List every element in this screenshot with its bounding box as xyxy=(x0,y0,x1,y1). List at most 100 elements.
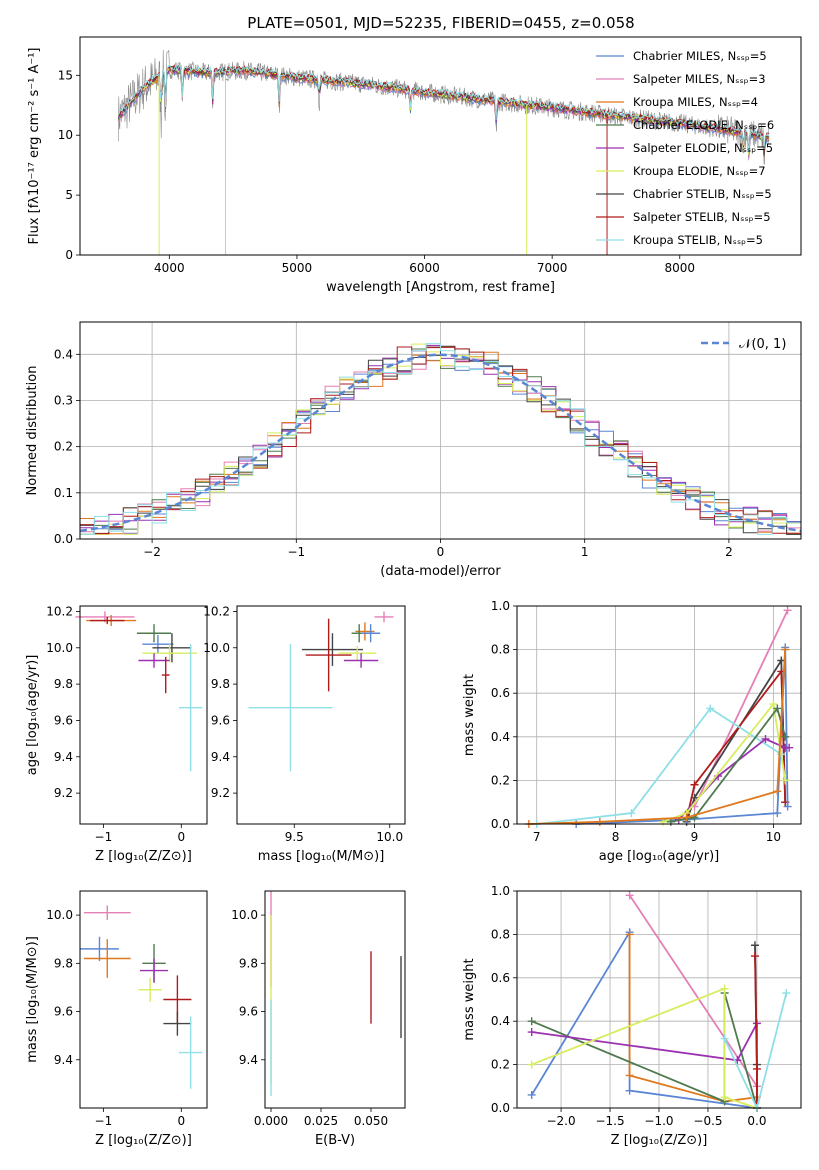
marker-plus xyxy=(706,704,715,713)
marker-plus xyxy=(761,734,770,743)
legend-label: Chabrier MILES, Nₛₛₚ=5 xyxy=(633,49,767,63)
errorbar-point xyxy=(142,635,174,654)
x-tick-label: 7 xyxy=(533,830,541,844)
marker-plus xyxy=(720,1093,729,1102)
y-tick-label: 9.2 xyxy=(211,786,230,800)
y-tick-label: 9.6 xyxy=(211,713,230,727)
y-tick-label: 9.4 xyxy=(54,750,73,764)
panel-mass-vs-EBV: 0.000 0.025 0.050 9.4 9.6 9.8 10.0 E(B-V) xyxy=(231,890,406,1148)
errorbar-point xyxy=(338,645,377,661)
errorbar-point xyxy=(138,977,162,1002)
panel-age-vs-mass: 9.5 10.0 9.2 9.4 9.6 9.8 10.0 10.2 mass [log₁₀(M… xyxy=(203,604,406,864)
x-tick-label: −1 xyxy=(287,545,305,559)
panel-mass-vs-Z: −1 0 9.4 9.6 9.8 10.0 Z [log₁₀(Z/Z⊙)] mass [log… xyxy=(25,890,208,1148)
errorbar-point xyxy=(138,653,170,668)
y-tick-label: 9.8 xyxy=(54,956,73,970)
x-tick-label: 2 xyxy=(725,545,733,559)
x-tick-label: 10.0 xyxy=(376,830,403,844)
y-axis-label: age [log₁₀(age/yr)] xyxy=(25,655,40,776)
marker-plus xyxy=(527,1017,536,1026)
mass-weight-line xyxy=(628,934,758,1103)
legend-label: Salpeter MILES, Nₛₛₚ=3 xyxy=(633,72,766,86)
histogram-line xyxy=(80,343,801,535)
marker-plus xyxy=(773,809,782,818)
errorbar-point xyxy=(248,644,333,772)
y-tick-label: 9.6 xyxy=(54,1005,73,1019)
errorbar-point xyxy=(142,644,197,663)
y-tick-label: 9.4 xyxy=(211,750,230,764)
y-tick-label: 0.6 xyxy=(491,971,510,985)
y-axis-label: mass weight xyxy=(462,958,477,1040)
spectrum-plot xyxy=(117,49,770,255)
errorbar-point xyxy=(90,616,125,625)
y-tick-label: 0.2 xyxy=(491,773,510,787)
errorbar-point xyxy=(163,1011,192,1036)
marker-plus xyxy=(625,1086,634,1095)
y-tick-label: 0.2 xyxy=(491,1058,510,1072)
figure-title: PLATE=0501, MJD=52235, FIBERID=0455, z=0… xyxy=(247,14,634,32)
y-tick-label: 10.0 xyxy=(231,908,258,922)
axes-frame xyxy=(516,605,802,825)
x-axis-label: (data-model)/error xyxy=(380,564,501,579)
y-tick-label: 9.4 xyxy=(239,1053,258,1067)
y-tick-label: 0.8 xyxy=(491,927,510,941)
x-tick-label: 0 xyxy=(177,830,185,844)
axes-frame xyxy=(79,36,802,256)
y-tick-label: 10.0 xyxy=(46,908,73,922)
x-axis-label: E(B-V) xyxy=(315,1133,355,1148)
normal-reference-line xyxy=(79,353,802,533)
x-tick-label: −1.0 xyxy=(644,1114,673,1128)
y-axis-label: mass [log₁₀(M/M⊙)] xyxy=(25,936,40,1063)
x-tick-label: 8 xyxy=(612,830,620,844)
x-tick-label: −1 xyxy=(95,830,113,844)
y-tick-label: 9.8 xyxy=(54,677,73,691)
mass-weight-line xyxy=(628,894,758,1087)
legend-label: Salpeter STELIB, Nₛₛₚ=5 xyxy=(633,210,771,224)
legend-label: Chabrier ELODIE, Nₛₛₚ=6 xyxy=(633,118,774,132)
x-tick-label: 0 xyxy=(177,1114,185,1128)
marker-plus xyxy=(690,780,699,789)
x-tick-label: −2 xyxy=(143,545,161,559)
y-axis-label: Normed distribution xyxy=(25,366,40,496)
model-spectrum-line xyxy=(117,63,770,153)
errorbar-point xyxy=(152,633,192,663)
y-tick-label: 0.0 xyxy=(491,1101,510,1115)
y-tick-label: 9.2 xyxy=(54,786,73,800)
y-tick-label: 0.1 xyxy=(54,486,73,500)
x-tick-label: 0.025 xyxy=(304,1114,338,1128)
marker-plus xyxy=(785,743,794,752)
marker-plus xyxy=(781,645,790,654)
marker-plus xyxy=(627,809,636,818)
y-tick-label: 9.6 xyxy=(54,713,73,727)
x-axis-label: wavelength [Angstrom, rest frame] xyxy=(326,280,555,295)
histogram-line xyxy=(80,343,801,535)
errorbar-point xyxy=(374,611,394,623)
y-tick-label: 10.0 xyxy=(46,641,73,655)
y-tick-label: 10.2 xyxy=(46,604,73,618)
y-tick-label: 0 xyxy=(65,248,73,262)
y-tick-label: 9.4 xyxy=(54,1053,73,1067)
marker-plus xyxy=(720,1034,729,1043)
axes-frame xyxy=(236,605,406,825)
x-tick-label: −1 xyxy=(95,1114,113,1128)
errorbar-point xyxy=(139,958,169,983)
panel-mass-weight-vs-Z: −2.0 −1.5 −1.0 −0.5 0.0 0.0 0.2 0.4 0.6 0.8 1.0 Z [… xyxy=(462,884,802,1148)
x-tick-label: 0.000 xyxy=(254,1114,288,1128)
y-axis-label: mass weight xyxy=(462,674,477,756)
marker-plus xyxy=(527,1060,536,1069)
x-tick-label: 9.5 xyxy=(285,830,304,844)
marker-plus xyxy=(682,813,691,822)
errorbar-point xyxy=(83,905,131,920)
y-tick-label: 9.6 xyxy=(239,1005,258,1019)
y-tick-label: 0.8 xyxy=(491,643,510,657)
x-tick-label: 5000 xyxy=(282,261,313,275)
marker-plus xyxy=(752,1064,761,1073)
mass-weight-line xyxy=(531,987,758,1109)
panel-mass-weight-vs-age: 7 8 9 10 0.0 0.2 0.4 0.6 0.8 1.0 age [log₁₀(age/yr… xyxy=(462,599,802,864)
x-tick-label: 4000 xyxy=(154,261,185,275)
errorbar-point xyxy=(361,624,381,643)
panel-residuals: −2 −1 0 1 2 0.0 0.1 0.2 0.3 0.4 (data-model)/error… xyxy=(25,321,802,579)
x-tick-label: 7000 xyxy=(537,261,568,275)
legend-label: Kroupa ELODIE, Nₛₛₚ=7 xyxy=(633,164,766,178)
y-tick-label: 5 xyxy=(65,188,73,202)
